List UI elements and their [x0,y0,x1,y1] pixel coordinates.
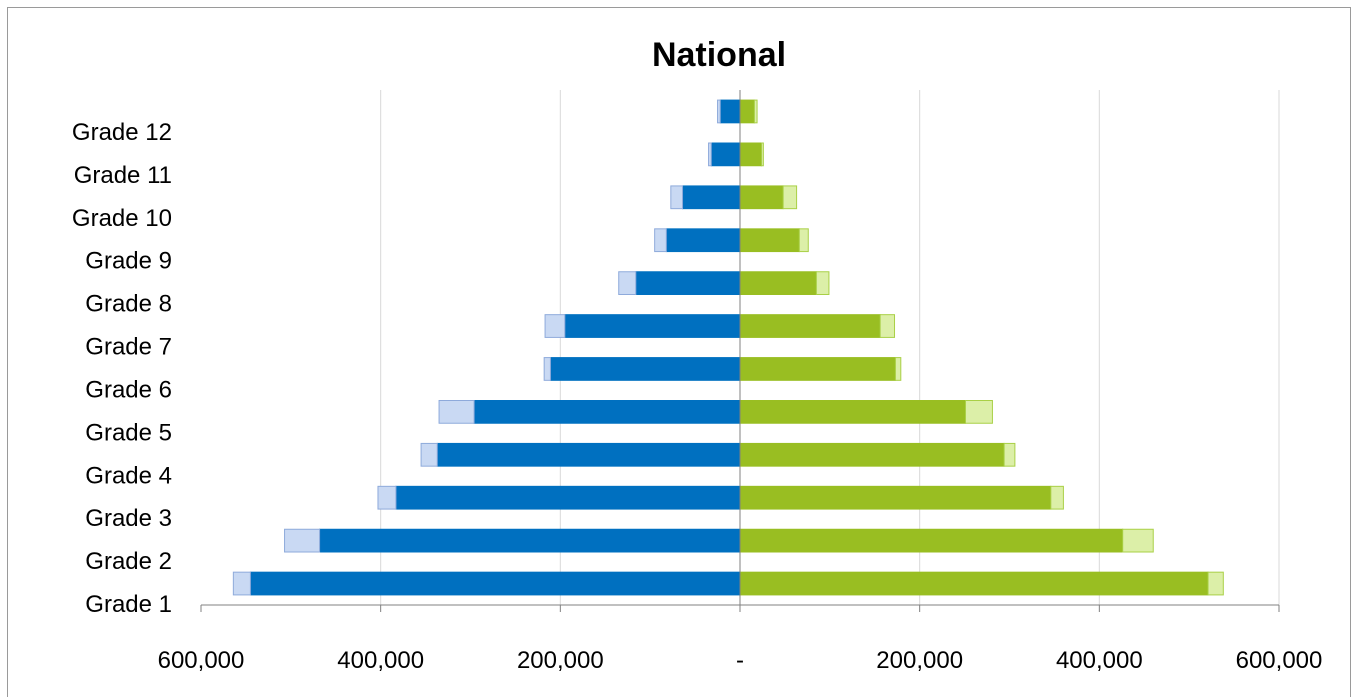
bar-right-2-grade-10 [782,185,798,210]
category-label-grade-7: Grade 7 [85,334,172,361]
category-label-grade-6: Grade 6 [85,376,172,403]
x-tick-label-2: 200,000 [517,647,604,674]
bar-right-2-grade-9 [798,228,809,253]
bar-right-2-grade-3 [1050,485,1064,510]
bar-right-2-grade-4 [1003,442,1016,467]
category-label-grade-1: Grade 1 [85,591,172,618]
category-label-grade-2: Grade 2 [85,548,172,575]
bar-left-1-grade-10 [682,185,741,210]
bar-right-2-grade-5 [964,400,993,424]
bar-right-1-grade-12 [739,99,755,124]
bar-right-2-grade-12 [753,99,758,124]
x-tick-label-3: - [736,647,744,674]
bar-left-2-grade-8 [618,271,637,295]
x-tick-label-5: 400,000 [1056,647,1143,674]
category-label-grade-11: Grade 11 [74,162,172,189]
category-label-grade-9: Grade 9 [85,248,172,275]
bar-left-1-grade-9 [665,228,741,253]
bar-left-1-grade-3 [395,485,741,510]
bar-left-2-grade-4 [420,442,438,467]
bar-right-1-grade-2 [739,528,1124,553]
bar-left-1-grade-4 [436,442,741,467]
category-label-grade-5: Grade 5 [85,419,172,446]
bar-right-1-grade-7 [739,314,881,338]
bar-right-2-grade-2 [1122,528,1154,553]
x-tick-label-4: 200,000 [876,647,963,674]
bar-left-2-grade-12 [717,99,721,124]
x-tick-label-6: 600,000 [1236,647,1323,674]
bar-right-1-grade-9 [739,228,800,253]
bar-right-1-grade-10 [739,185,784,210]
x-tick-label-1: 400,000 [337,647,424,674]
category-label-grade-4: Grade 4 [85,462,172,489]
bar-left-1-grade-2 [319,528,741,553]
chart-title: National [652,36,786,74]
bar-left-1-grade-7 [564,314,741,338]
bar-left-2-grade-9 [654,228,667,253]
category-label-grade-3: Grade 3 [85,505,172,532]
bar-right-1-grade-8 [739,271,817,295]
bar-right-2-grade-8 [815,271,830,295]
bar-left-2-grade-6 [543,357,551,381]
category-label-grade-8: Grade 8 [85,291,172,318]
bar-right-2-grade-1 [1207,571,1224,596]
bar-right-1-grade-1 [739,571,1209,596]
bar-left-1-grade-5 [473,400,741,424]
bar-left-2-grade-11 [708,142,712,167]
bar-left-1-grade-6 [549,357,741,381]
category-label-grade-10: Grade 10 [72,205,172,232]
bar-right-1-grade-3 [739,485,1052,510]
bar-right-1-grade-11 [739,142,763,167]
bar-right-1-grade-5 [739,400,966,424]
bar-right-1-grade-6 [739,357,896,381]
bar-left-2-grade-3 [377,485,397,510]
bar-left-2-grade-1 [232,571,251,596]
x-tick-label-0: 600,000 [158,647,245,674]
bar-left-2-grade-2 [284,528,321,553]
bar-right-2-grade-7 [879,314,896,338]
bar-left-2-grade-5 [438,400,475,424]
bar-left-1-grade-8 [635,271,741,295]
bar-left-2-grade-7 [544,314,566,338]
bar-left-1-grade-11 [710,142,741,167]
bar-left-2-grade-10 [670,185,684,210]
national-grade-pyramid-chart: National Grade 1 Grade 2 Grade 3 Grade 4 Gra… [72,36,1323,674]
bar-right-2-grade-6 [894,357,902,381]
category-label-grade-12: Grade 12 [72,119,172,146]
bar-left-1-grade-1 [249,571,741,596]
bar-right-1-grade-4 [739,442,1005,467]
bar-left-1-grade-12 [719,99,741,124]
bar-right-2-grade-11 [761,142,764,167]
